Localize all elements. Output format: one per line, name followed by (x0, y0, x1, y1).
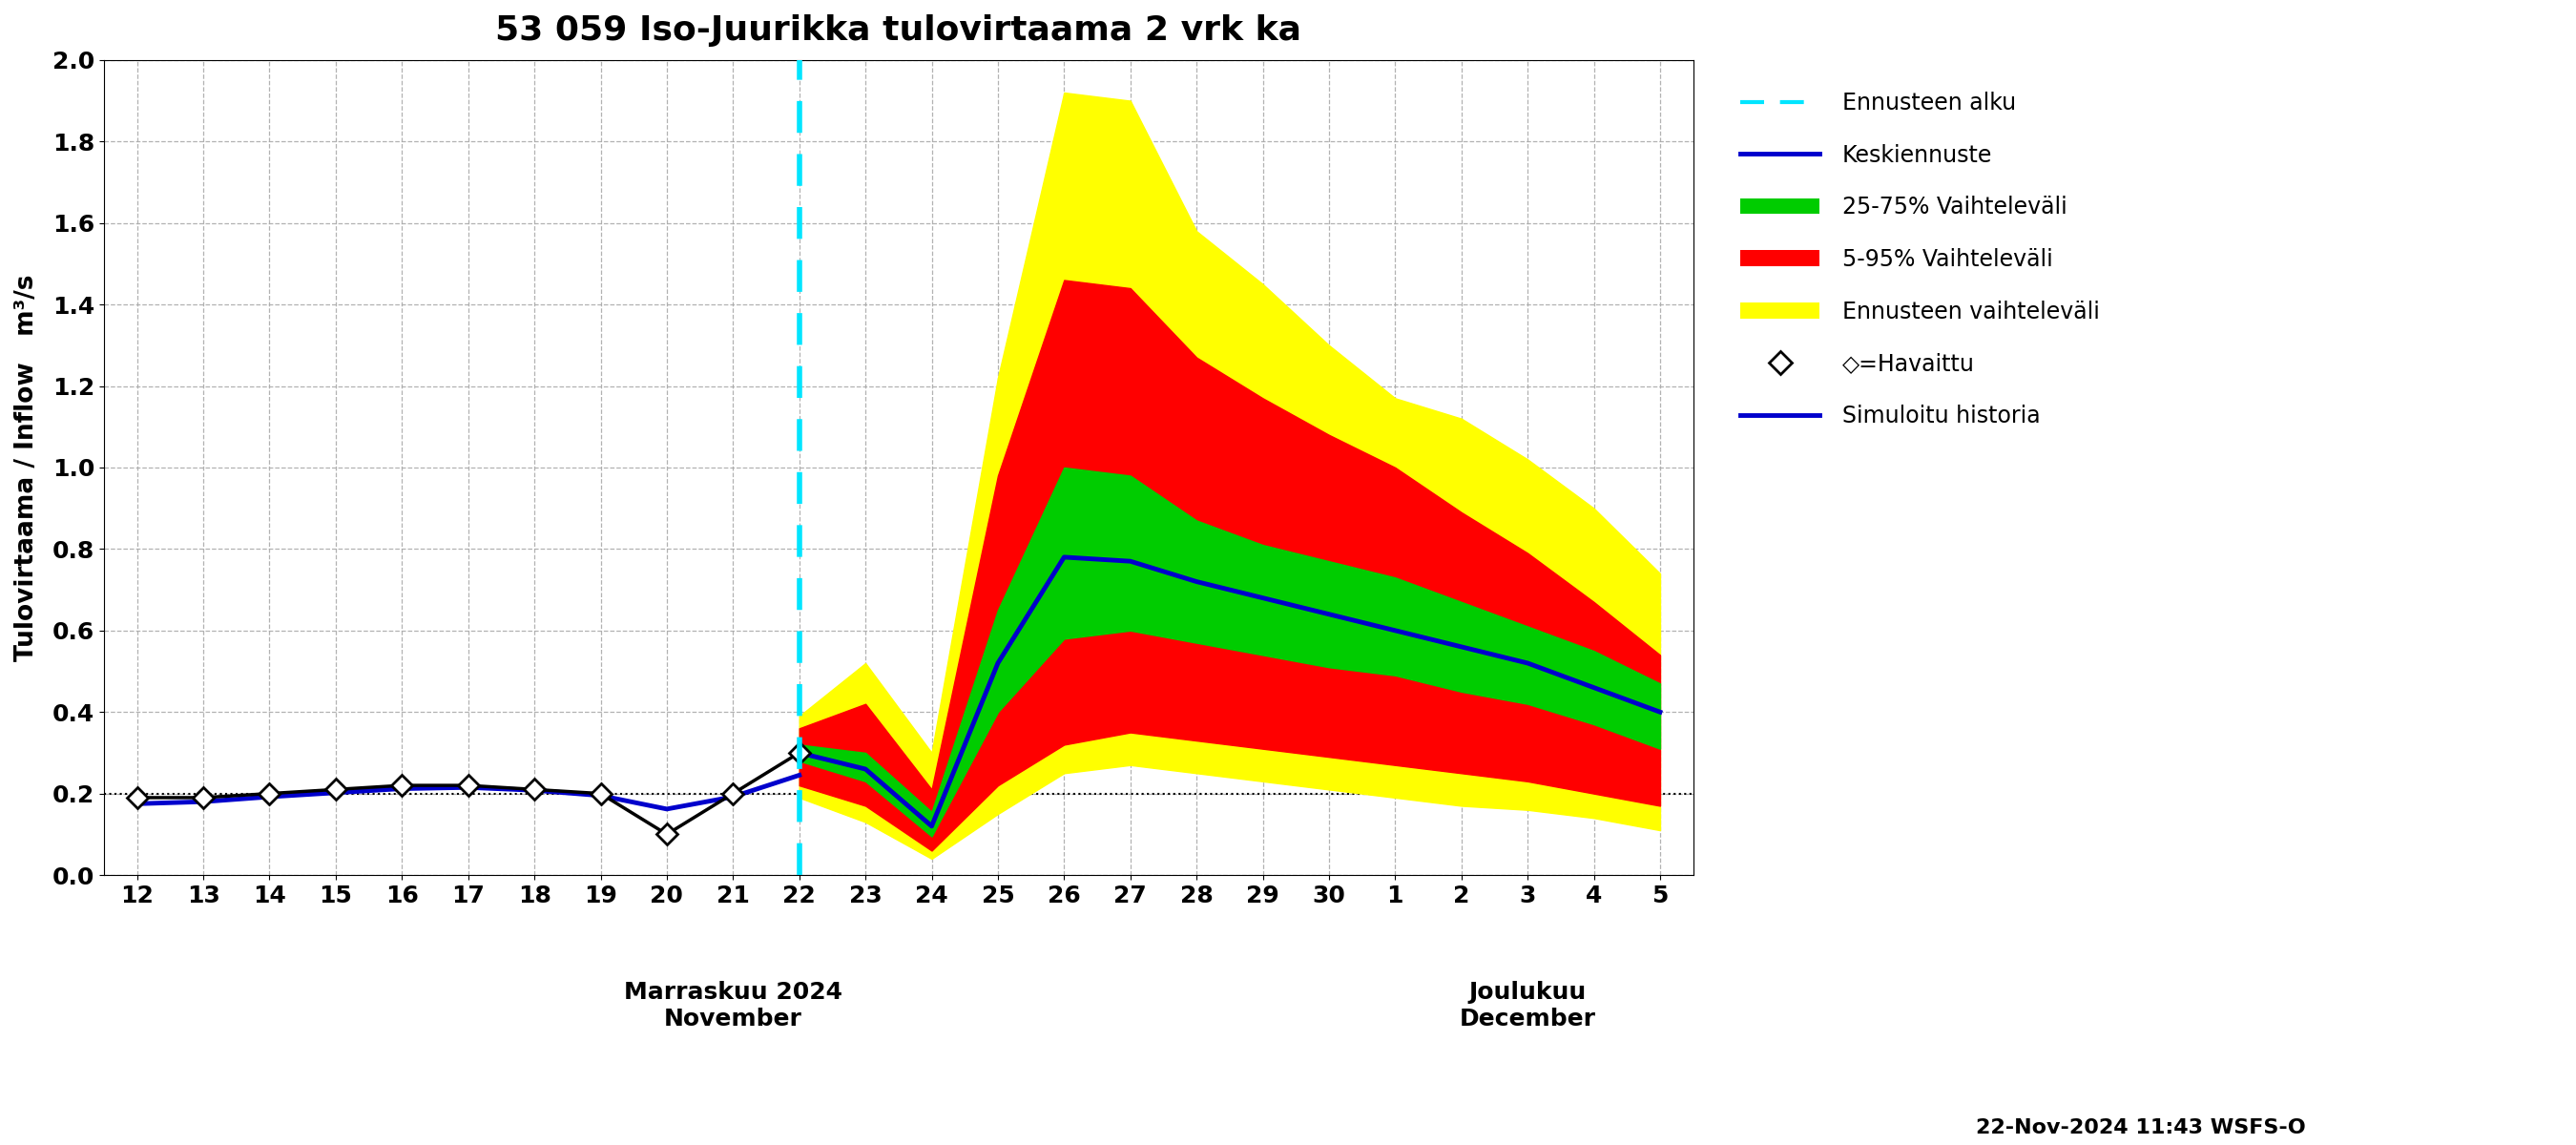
Text: Marraskuu 2024
November: Marraskuu 2024 November (623, 981, 842, 1031)
Text: Joulukuu
December: Joulukuu December (1461, 981, 1595, 1031)
Title: 53 059 Iso-Juurikka tulovirtaama 2 vrk ka: 53 059 Iso-Juurikka tulovirtaama 2 vrk k… (495, 14, 1301, 47)
Text: 22-Nov-2024 11:43 WSFS-O: 22-Nov-2024 11:43 WSFS-O (1976, 1119, 2306, 1137)
Legend: Ennusteen alku, Keskiennuste, 25-75% Vaihteleväli, 5-95% Vaihteleväli, Ennusteen: Ennusteen alku, Keskiennuste, 25-75% Vai… (1721, 71, 2120, 448)
Y-axis label: Tulovirtaama / Inflow   m³/s: Tulovirtaama / Inflow m³/s (15, 274, 39, 661)
